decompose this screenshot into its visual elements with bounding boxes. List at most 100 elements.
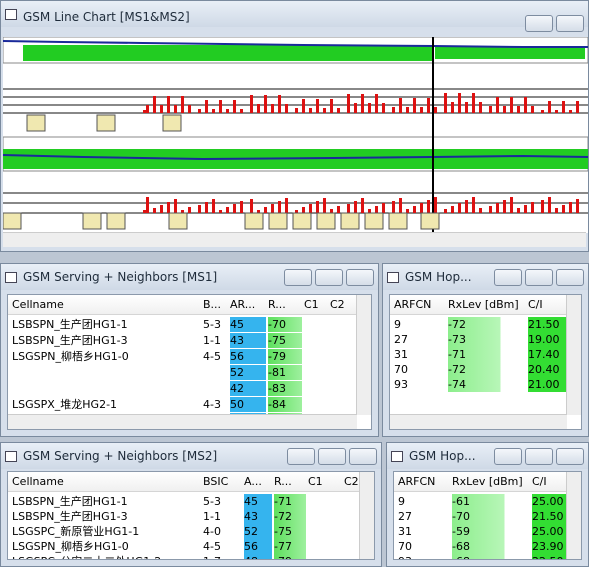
table-cell: [330, 365, 356, 380]
title-bar: GSM Hop...: [387, 443, 588, 469]
table-cell: [330, 397, 356, 412]
minimize-button[interactable]: [494, 448, 522, 465]
close-button[interactable]: [349, 448, 377, 465]
maximize-button[interactable]: [318, 448, 346, 465]
table-cell: 4-0: [203, 525, 221, 538]
table-cell: 21.50: [528, 317, 568, 332]
table-cell: [304, 333, 328, 348]
maximize-button[interactable]: [525, 269, 553, 286]
table-window: GSM Hop... ARFCN RxLev [dBm] C/I 9 -61 25.00 27…: [386, 442, 589, 567]
horizontal-scrollbar[interactable]: [390, 414, 567, 429]
table: ARFCN RxLev [dBm] C/I 9 -72 21.50 27 -73 19.00 31…: [389, 294, 582, 430]
table-cell: 25.00: [532, 524, 572, 539]
table-cell: [12, 381, 202, 396]
close-button[interactable]: [556, 448, 584, 465]
column-header: RxLev [dBm]: [452, 475, 523, 488]
table-cell: -71: [274, 494, 306, 509]
table-cell: -79: [268, 349, 302, 364]
table-cell: 21.50: [532, 509, 572, 524]
table-cell: 4-5: [203, 350, 221, 363]
window-icon: [391, 451, 403, 462]
table-cell: 27: [394, 333, 408, 346]
column-header: C2: [344, 475, 359, 488]
window-buttons: [287, 448, 377, 465]
title-bar: GSM Hop...: [383, 264, 588, 290]
line-chart: [3, 37, 588, 233]
vertical-scrollbar[interactable]: [566, 472, 581, 559]
table-cell: [304, 397, 328, 412]
table-cell: -77: [274, 539, 306, 554]
table-cell: LSBSPN_生产团HG1-1: [12, 318, 128, 331]
table-cell: [330, 349, 356, 364]
table-cell: LSGSPN_柳梧乡HG1-0: [12, 540, 129, 553]
table-header: ARFCN RxLev [dBm] C/I: [390, 295, 567, 315]
maximize-button[interactable]: [525, 448, 553, 465]
column-header: AR...: [230, 298, 256, 311]
table-cell: 70: [398, 540, 412, 553]
table-cell: [12, 365, 202, 380]
table-cell: LSGSPC_公安二十二处HG1-2: [12, 554, 202, 559]
table-cell: 50: [230, 397, 266, 412]
table-cell: -81: [268, 365, 302, 380]
window-buttons: [284, 269, 374, 286]
vertical-scrollbar[interactable]: [356, 295, 371, 415]
minimize-button[interactable]: [287, 448, 315, 465]
column-header: C1: [304, 298, 319, 311]
minimize-button[interactable]: [525, 15, 553, 32]
column-header: R...: [268, 298, 286, 311]
table-cell: -73: [448, 332, 523, 347]
table-cell: LSGSPX_堆龙HG2-1: [12, 398, 118, 411]
table-cell: 1-7: [203, 554, 241, 559]
table-cell: 1-1: [203, 334, 221, 347]
window-icon: [5, 451, 17, 462]
line-chart-window: GSM Line Chart [MS1&MS2]: [0, 0, 589, 252]
table-cell: 56: [230, 349, 266, 364]
title-bar: GSM Line Chart [MS1&MS2]: [1, 1, 588, 32]
table-header: Cellname B... AR... R... C1 C2: [8, 295, 357, 315]
table-header: ARFCN RxLev [dBm] C/I: [394, 472, 567, 492]
table-cell: 52: [230, 365, 266, 380]
table-cell: [330, 381, 356, 396]
table-header: Cellname BSIC A... R... C1 C2: [8, 472, 360, 492]
column-header: B...: [203, 298, 222, 311]
table-cell: [308, 539, 338, 554]
table-cell: 17.40: [528, 347, 568, 362]
table-cell: [304, 365, 328, 380]
column-header: ARFCN: [394, 298, 432, 311]
vertical-scrollbar[interactable]: [566, 295, 581, 415]
minimize-button[interactable]: [284, 269, 312, 286]
minimize-button[interactable]: [494, 269, 522, 286]
table-cell: 1-1: [203, 510, 221, 523]
column-header: ARFCN: [398, 475, 436, 488]
table-cell: -74: [448, 377, 523, 392]
table-cell: -61: [452, 494, 527, 509]
horizontal-scrollbar[interactable]: [3, 232, 586, 247]
table-cell: 4-3: [203, 398, 221, 411]
table-cell: LSGSPN_柳梧乡HG1-0: [12, 350, 129, 363]
table-cell: [330, 333, 356, 348]
table-cell: [203, 365, 229, 380]
table-cell: 52: [244, 524, 272, 539]
maximize-button[interactable]: [315, 269, 343, 286]
close-button[interactable]: [556, 15, 584, 32]
table-cell: -72: [448, 317, 523, 332]
table-cell: LSBSPN_生产团HG1-1: [12, 495, 128, 508]
table-cell: 42: [230, 381, 266, 396]
close-button[interactable]: [556, 269, 584, 286]
window-icon: [5, 272, 17, 283]
table-cell: -70: [268, 317, 302, 332]
table-cell: [308, 509, 338, 524]
close-button[interactable]: [346, 269, 374, 286]
title-bar: GSM Serving + Neighbors [MS2]: [1, 443, 381, 469]
table-cell: 5-3: [203, 495, 221, 508]
horizontal-scrollbar[interactable]: [8, 414, 357, 429]
table-cell: 70: [394, 363, 408, 376]
table-cell: 27: [398, 510, 412, 523]
table-cell: LSGSPC_新原管业HG1-1: [12, 525, 140, 538]
table-cell: -72: [448, 362, 523, 377]
vertical-scrollbar[interactable]: [359, 472, 374, 559]
table-cell: 21.00: [528, 377, 568, 392]
table-cell: LSBSPN_生产团HG1-3: [12, 334, 128, 347]
column-header: C/I: [532, 475, 547, 488]
column-header: C2: [330, 298, 345, 311]
